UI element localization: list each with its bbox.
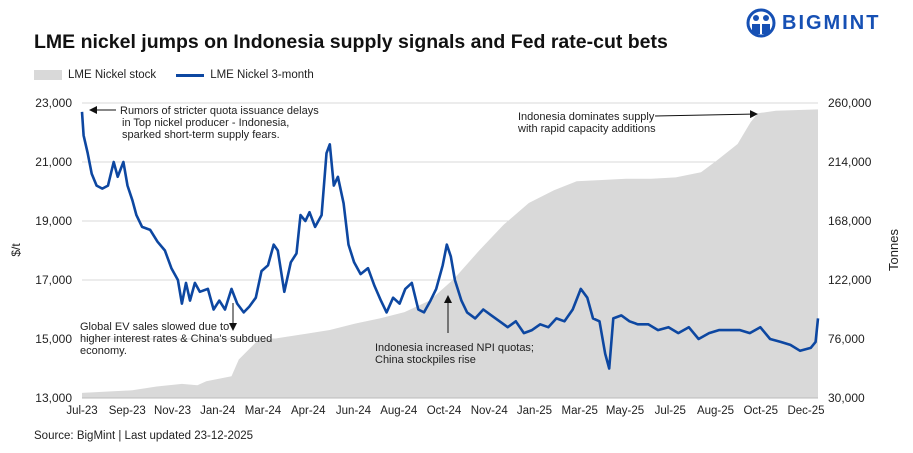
x-tick-label: May-25 bbox=[606, 405, 644, 417]
chart-title: LME nickel jumps on Indonesia supply sig… bbox=[34, 31, 668, 53]
x-tick-label: Aug-25 bbox=[697, 405, 734, 417]
stock-area bbox=[82, 109, 818, 399]
x-tick-label: Aug-24 bbox=[380, 405, 418, 417]
annotation-text: Indonesia dominates supply bbox=[518, 111, 655, 123]
legend: LME Nickel stock LME Nickel 3-month bbox=[34, 69, 314, 81]
logo-text: BIGMINT bbox=[782, 11, 881, 34]
x-tick-label: Jul-23 bbox=[66, 405, 97, 417]
legend-label-stock: LME Nickel stock bbox=[68, 69, 157, 81]
x-tick-label: Jan-24 bbox=[200, 405, 236, 417]
annotation-text: with rapid capacity additions bbox=[517, 123, 656, 135]
x-tick-label: Jan-25 bbox=[517, 405, 552, 417]
x-tick-label: Oct-25 bbox=[743, 405, 778, 417]
y-right-tick-label: 122,000 bbox=[828, 273, 872, 287]
y-left-label: $/t bbox=[9, 243, 23, 257]
source-note: Source: BigMint | Last updated 23-12-202… bbox=[34, 430, 254, 442]
legend-swatch-price bbox=[176, 73, 205, 77]
y-right-tick-label: 30,000 bbox=[828, 391, 865, 405]
y-right-label: Tonnes bbox=[886, 229, 901, 271]
x-tick-label: Jun-24 bbox=[336, 405, 372, 417]
price-line bbox=[80, 111, 820, 370]
annotation-arrow bbox=[654, 110, 758, 119]
y-left-tick-label: 15,000 bbox=[35, 332, 72, 346]
x-tick-label: Jul-25 bbox=[655, 405, 686, 417]
x-tick-label: Apr-24 bbox=[291, 405, 326, 417]
annotation-text: Indonesia increased NPI quotas; bbox=[375, 342, 534, 354]
people-logo-icon bbox=[746, 8, 776, 38]
annotation-text: economy. bbox=[80, 345, 127, 357]
x-tick-label: Mar-25 bbox=[562, 405, 598, 417]
x-tick-label: Nov-23 bbox=[154, 405, 191, 417]
annotation-text: China stockpiles rise bbox=[375, 354, 476, 366]
x-tick-label: Oct-24 bbox=[427, 405, 462, 417]
y-right-tick-label: 214,000 bbox=[828, 155, 872, 169]
y-right-tick-label: 76,000 bbox=[828, 332, 865, 346]
y-left-tick-label: 13,000 bbox=[35, 391, 72, 405]
x-tick-label: Mar-24 bbox=[245, 405, 282, 417]
annotation-text: Global EV sales slowed due to bbox=[80, 321, 229, 333]
legend-label-price: LME Nickel 3-month bbox=[210, 69, 314, 81]
annotation-text: in Top nickel producer - Indonesia, bbox=[122, 117, 289, 129]
y-left-tick-label: 19,000 bbox=[35, 214, 72, 228]
y-right-tick-label: 260,000 bbox=[828, 96, 872, 110]
annotation-text: sparked short-term supply fears. bbox=[122, 129, 280, 141]
bigmint-logo: BIGMINT bbox=[746, 8, 880, 38]
legend-swatch-stock bbox=[34, 70, 62, 80]
y-left-tick-label: 21,000 bbox=[35, 155, 72, 169]
x-tick-label: Nov-24 bbox=[471, 405, 509, 417]
annotation-text: higher interest rates & China's subdued bbox=[80, 333, 272, 345]
y-right-tick-label: 168,000 bbox=[828, 214, 872, 228]
y-left-tick-label: 17,000 bbox=[35, 273, 72, 287]
annotation-text: Rumors of stricter quota issuance delays bbox=[120, 105, 319, 117]
y-left-tick-label: 23,000 bbox=[35, 96, 72, 110]
x-tick-label: Sep-23 bbox=[109, 405, 146, 417]
x-tick-label: Dec-25 bbox=[787, 405, 824, 417]
